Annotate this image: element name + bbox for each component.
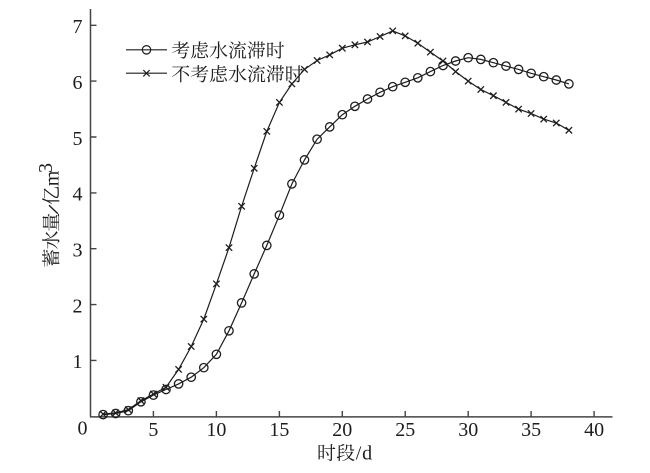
svg-text:25: 25 — [395, 419, 415, 441]
svg-text:10: 10 — [206, 419, 226, 441]
svg-text:15: 15 — [269, 419, 289, 441]
svg-text:20: 20 — [332, 419, 352, 441]
svg-text:40: 40 — [584, 419, 604, 441]
svg-text:30: 30 — [458, 419, 478, 441]
svg-text:0: 0 — [78, 417, 88, 439]
svg-text:5: 5 — [148, 419, 158, 441]
svg-text:2: 2 — [73, 295, 83, 317]
svg-text:35: 35 — [521, 419, 541, 441]
svg-text:1: 1 — [73, 351, 83, 373]
svg-text:3: 3 — [35, 163, 57, 173]
svg-text:6: 6 — [73, 72, 83, 94]
svg-text:m: m — [42, 170, 64, 186]
svg-text:3: 3 — [73, 240, 83, 262]
svg-text:/d: /d — [356, 443, 373, 465]
svg-text:7: 7 — [73, 16, 83, 38]
svg-text:4: 4 — [73, 184, 83, 206]
svg-text:5: 5 — [73, 128, 83, 150]
